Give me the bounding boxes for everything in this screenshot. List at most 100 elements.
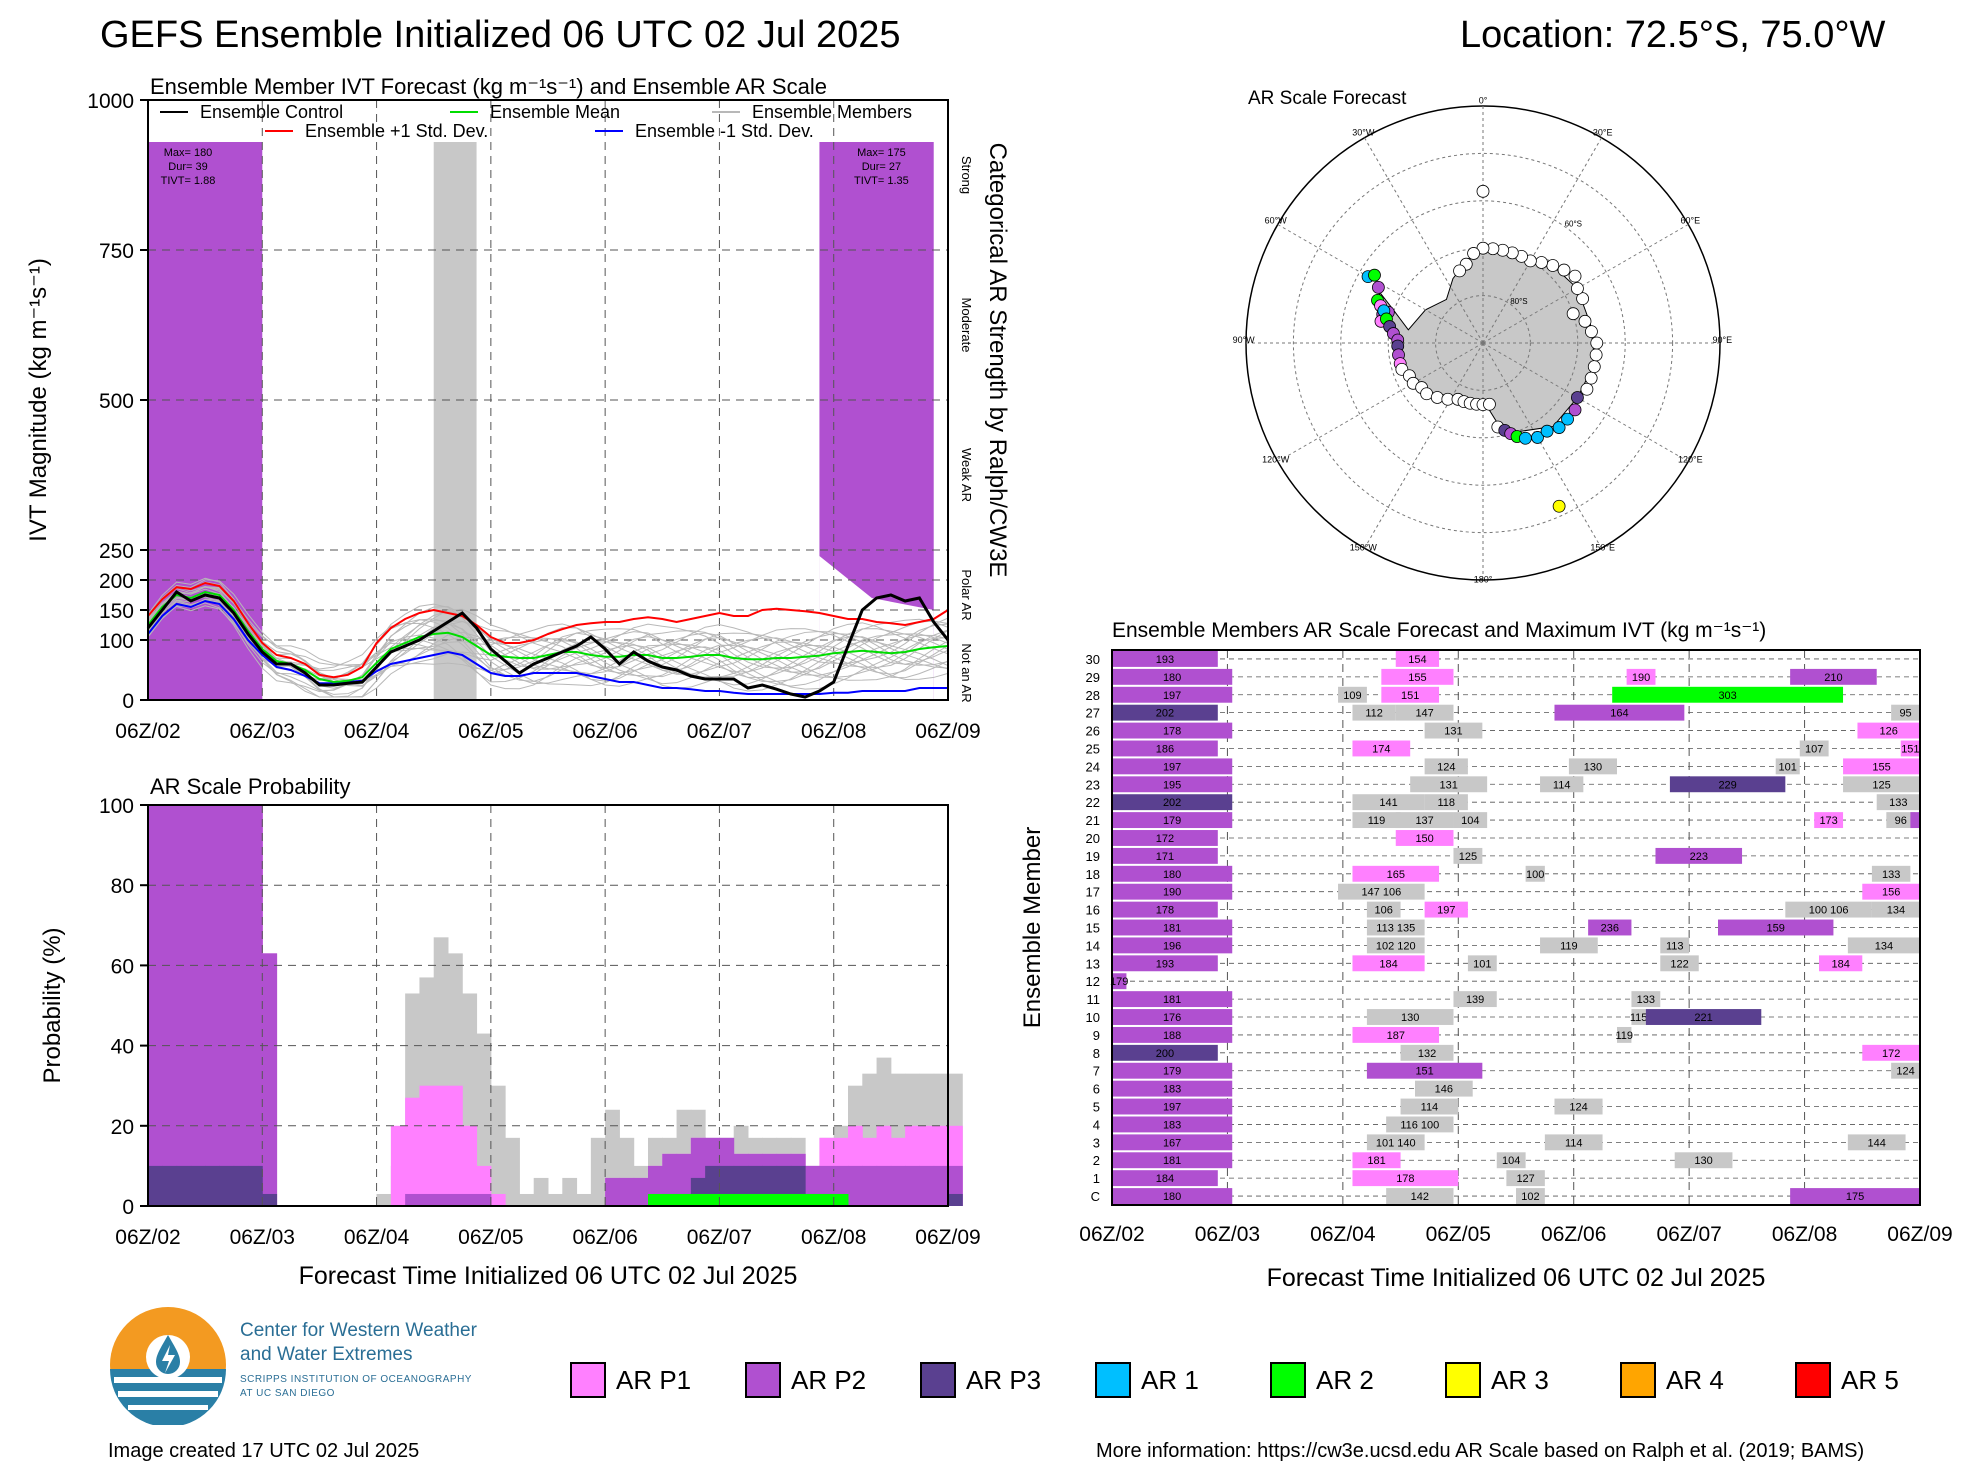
member-event-ivt: 132 bbox=[1418, 1048, 1436, 1060]
prob-bar-ar-p3 bbox=[233, 1165, 249, 1206]
legend-label: AR P3 bbox=[966, 1364, 1042, 1395]
prob-bar-any-ar bbox=[562, 1177, 578, 1206]
member-event-ivt: 172 bbox=[1882, 1048, 1900, 1060]
prob-bar-ar-2 bbox=[819, 1193, 835, 1206]
longitude-label: 60°E bbox=[1680, 215, 1700, 225]
y-tick-label: 1000 bbox=[87, 90, 134, 113]
ensemble-grid-chart: Ensemble Members AR Scale Forecast and M… bbox=[1020, 619, 1953, 1292]
member-event-ivt: 101 bbox=[1779, 761, 1797, 773]
prob-bar-ar-2 bbox=[748, 1193, 763, 1206]
ar-event-max: Max= 180 bbox=[164, 147, 213, 159]
ar-category-label: Not an AR bbox=[959, 643, 974, 702]
prob-bar-ar-p3 bbox=[948, 1193, 963, 1206]
member-event-ivt: 147 bbox=[1415, 708, 1433, 720]
member-event-block bbox=[1814, 812, 1844, 829]
member-event-block bbox=[1366, 1062, 1483, 1079]
member-event-block bbox=[1381, 668, 1454, 685]
member-event-block bbox=[1506, 1170, 1545, 1187]
member-event-block bbox=[1352, 955, 1425, 972]
map-point bbox=[1584, 371, 1598, 385]
member-event-block bbox=[1112, 865, 1233, 882]
prob-bar-ar-p2 bbox=[262, 953, 278, 1206]
member-event-ivt: 127 bbox=[1516, 1173, 1534, 1185]
prob-bar-ar-p2 bbox=[876, 1165, 892, 1206]
prob-bar-ar-p3 bbox=[148, 1165, 163, 1206]
member-event-ivt: 181 bbox=[1163, 923, 1181, 935]
member-event-block bbox=[1112, 937, 1233, 954]
member-event-block bbox=[1588, 919, 1632, 936]
prob-bar-any-ar bbox=[505, 1137, 520, 1206]
member-label: 28 bbox=[1086, 688, 1100, 703]
map-point bbox=[1552, 499, 1566, 513]
member-event-block bbox=[1112, 1044, 1218, 1061]
member-event-ivt: 116 100 bbox=[1400, 1119, 1439, 1131]
member-label: 21 bbox=[1086, 813, 1100, 828]
member-event-ivt: 155 bbox=[1872, 761, 1890, 773]
member-event-block bbox=[1112, 740, 1218, 757]
member-event-ivt: 112 bbox=[1365, 708, 1383, 720]
member-event-ivt: 171 bbox=[1156, 851, 1174, 863]
member-event-ivt: 184 bbox=[1156, 1173, 1174, 1185]
map-point bbox=[1590, 336, 1604, 350]
member-event-block bbox=[1862, 1044, 1920, 1061]
member-event-ivt: 184 bbox=[1831, 958, 1849, 970]
prob-bar-ar-2 bbox=[705, 1193, 720, 1206]
member-event-block bbox=[1424, 722, 1483, 739]
member-event-ivt: 134 bbox=[1875, 940, 1893, 952]
member-event-block bbox=[1352, 812, 1401, 829]
grid-plot-frame bbox=[1111, 649, 1921, 1206]
member-event-block bbox=[1352, 865, 1440, 882]
member-event-ivt: 197 bbox=[1437, 905, 1455, 917]
prob-y-axis-label: Probability (%) bbox=[39, 927, 66, 1083]
legend-label: AR 4 bbox=[1666, 1364, 1724, 1395]
ensemble-member-line bbox=[147, 599, 949, 698]
legend-label: Ensemble Members bbox=[752, 102, 912, 122]
member-event-ivt: 210 bbox=[1824, 672, 1842, 684]
member-label: 17 bbox=[1086, 885, 1100, 900]
member-event-ivt: 154 bbox=[1408, 654, 1426, 666]
x-tick-label: 06Z/02 bbox=[1079, 1223, 1144, 1246]
member-event-ivt: 186 bbox=[1156, 743, 1174, 755]
prob-bar-ar-2 bbox=[648, 1193, 663, 1206]
member-event-block bbox=[1112, 1152, 1233, 1169]
legend-label: AR P1 bbox=[616, 1364, 692, 1395]
legend-swatch bbox=[1095, 1362, 1131, 1398]
member-label: 14 bbox=[1086, 938, 1100, 953]
member-event-block bbox=[1352, 794, 1425, 811]
member-event-ivt: 151 bbox=[1415, 1066, 1433, 1078]
member-label: 5 bbox=[1093, 1100, 1100, 1115]
ar-event-tivt: TIVT= 1.35 bbox=[854, 175, 909, 187]
member-event-ivt: 223 bbox=[1690, 851, 1708, 863]
x-tick-label: 06Z/05 bbox=[458, 1226, 523, 1249]
legend-item: AR 1 bbox=[1095, 1360, 1199, 1400]
prob-bar-ar-p2 bbox=[848, 1165, 863, 1206]
member-event-ivt: 202 bbox=[1156, 708, 1174, 720]
longitude-label: 120°E bbox=[1678, 455, 1703, 465]
member-event-block bbox=[1871, 901, 1920, 918]
map-point bbox=[1420, 387, 1434, 401]
member-event-block bbox=[1799, 740, 1829, 757]
prob-bar-any-ar bbox=[590, 1137, 606, 1206]
member-event-block bbox=[1386, 1188, 1454, 1204]
map-point bbox=[1578, 314, 1592, 328]
x-tick-label: 06Z/03 bbox=[230, 720, 295, 743]
member-event-block bbox=[1112, 1116, 1233, 1133]
member-event-block bbox=[1554, 704, 1685, 721]
legend-swatch bbox=[570, 1362, 606, 1398]
member-label: 16 bbox=[1086, 903, 1100, 918]
member-event-block bbox=[1112, 883, 1233, 900]
x-tick-label: 06Z/05 bbox=[458, 720, 523, 743]
prob-bar-ar-p2 bbox=[205, 805, 220, 1206]
series-line-ensemble-mean bbox=[147, 590, 949, 684]
member-event-block bbox=[1525, 865, 1545, 882]
member-event-ivt: 183 bbox=[1163, 1084, 1181, 1096]
legend-item: AR P1 bbox=[570, 1360, 691, 1400]
member-event-block bbox=[1631, 1009, 1646, 1025]
logo-line-3: SCRIPPS INSTITUTION OF OCEANOGRAPHY bbox=[240, 1374, 472, 1385]
member-event-ivt: 202 bbox=[1163, 797, 1181, 809]
map-point bbox=[1430, 391, 1444, 404]
member-event-block bbox=[1871, 865, 1911, 882]
member-event-ivt: 190 bbox=[1632, 672, 1650, 684]
legend-label: AR 3 bbox=[1491, 1364, 1549, 1395]
map-point bbox=[1453, 264, 1466, 278]
